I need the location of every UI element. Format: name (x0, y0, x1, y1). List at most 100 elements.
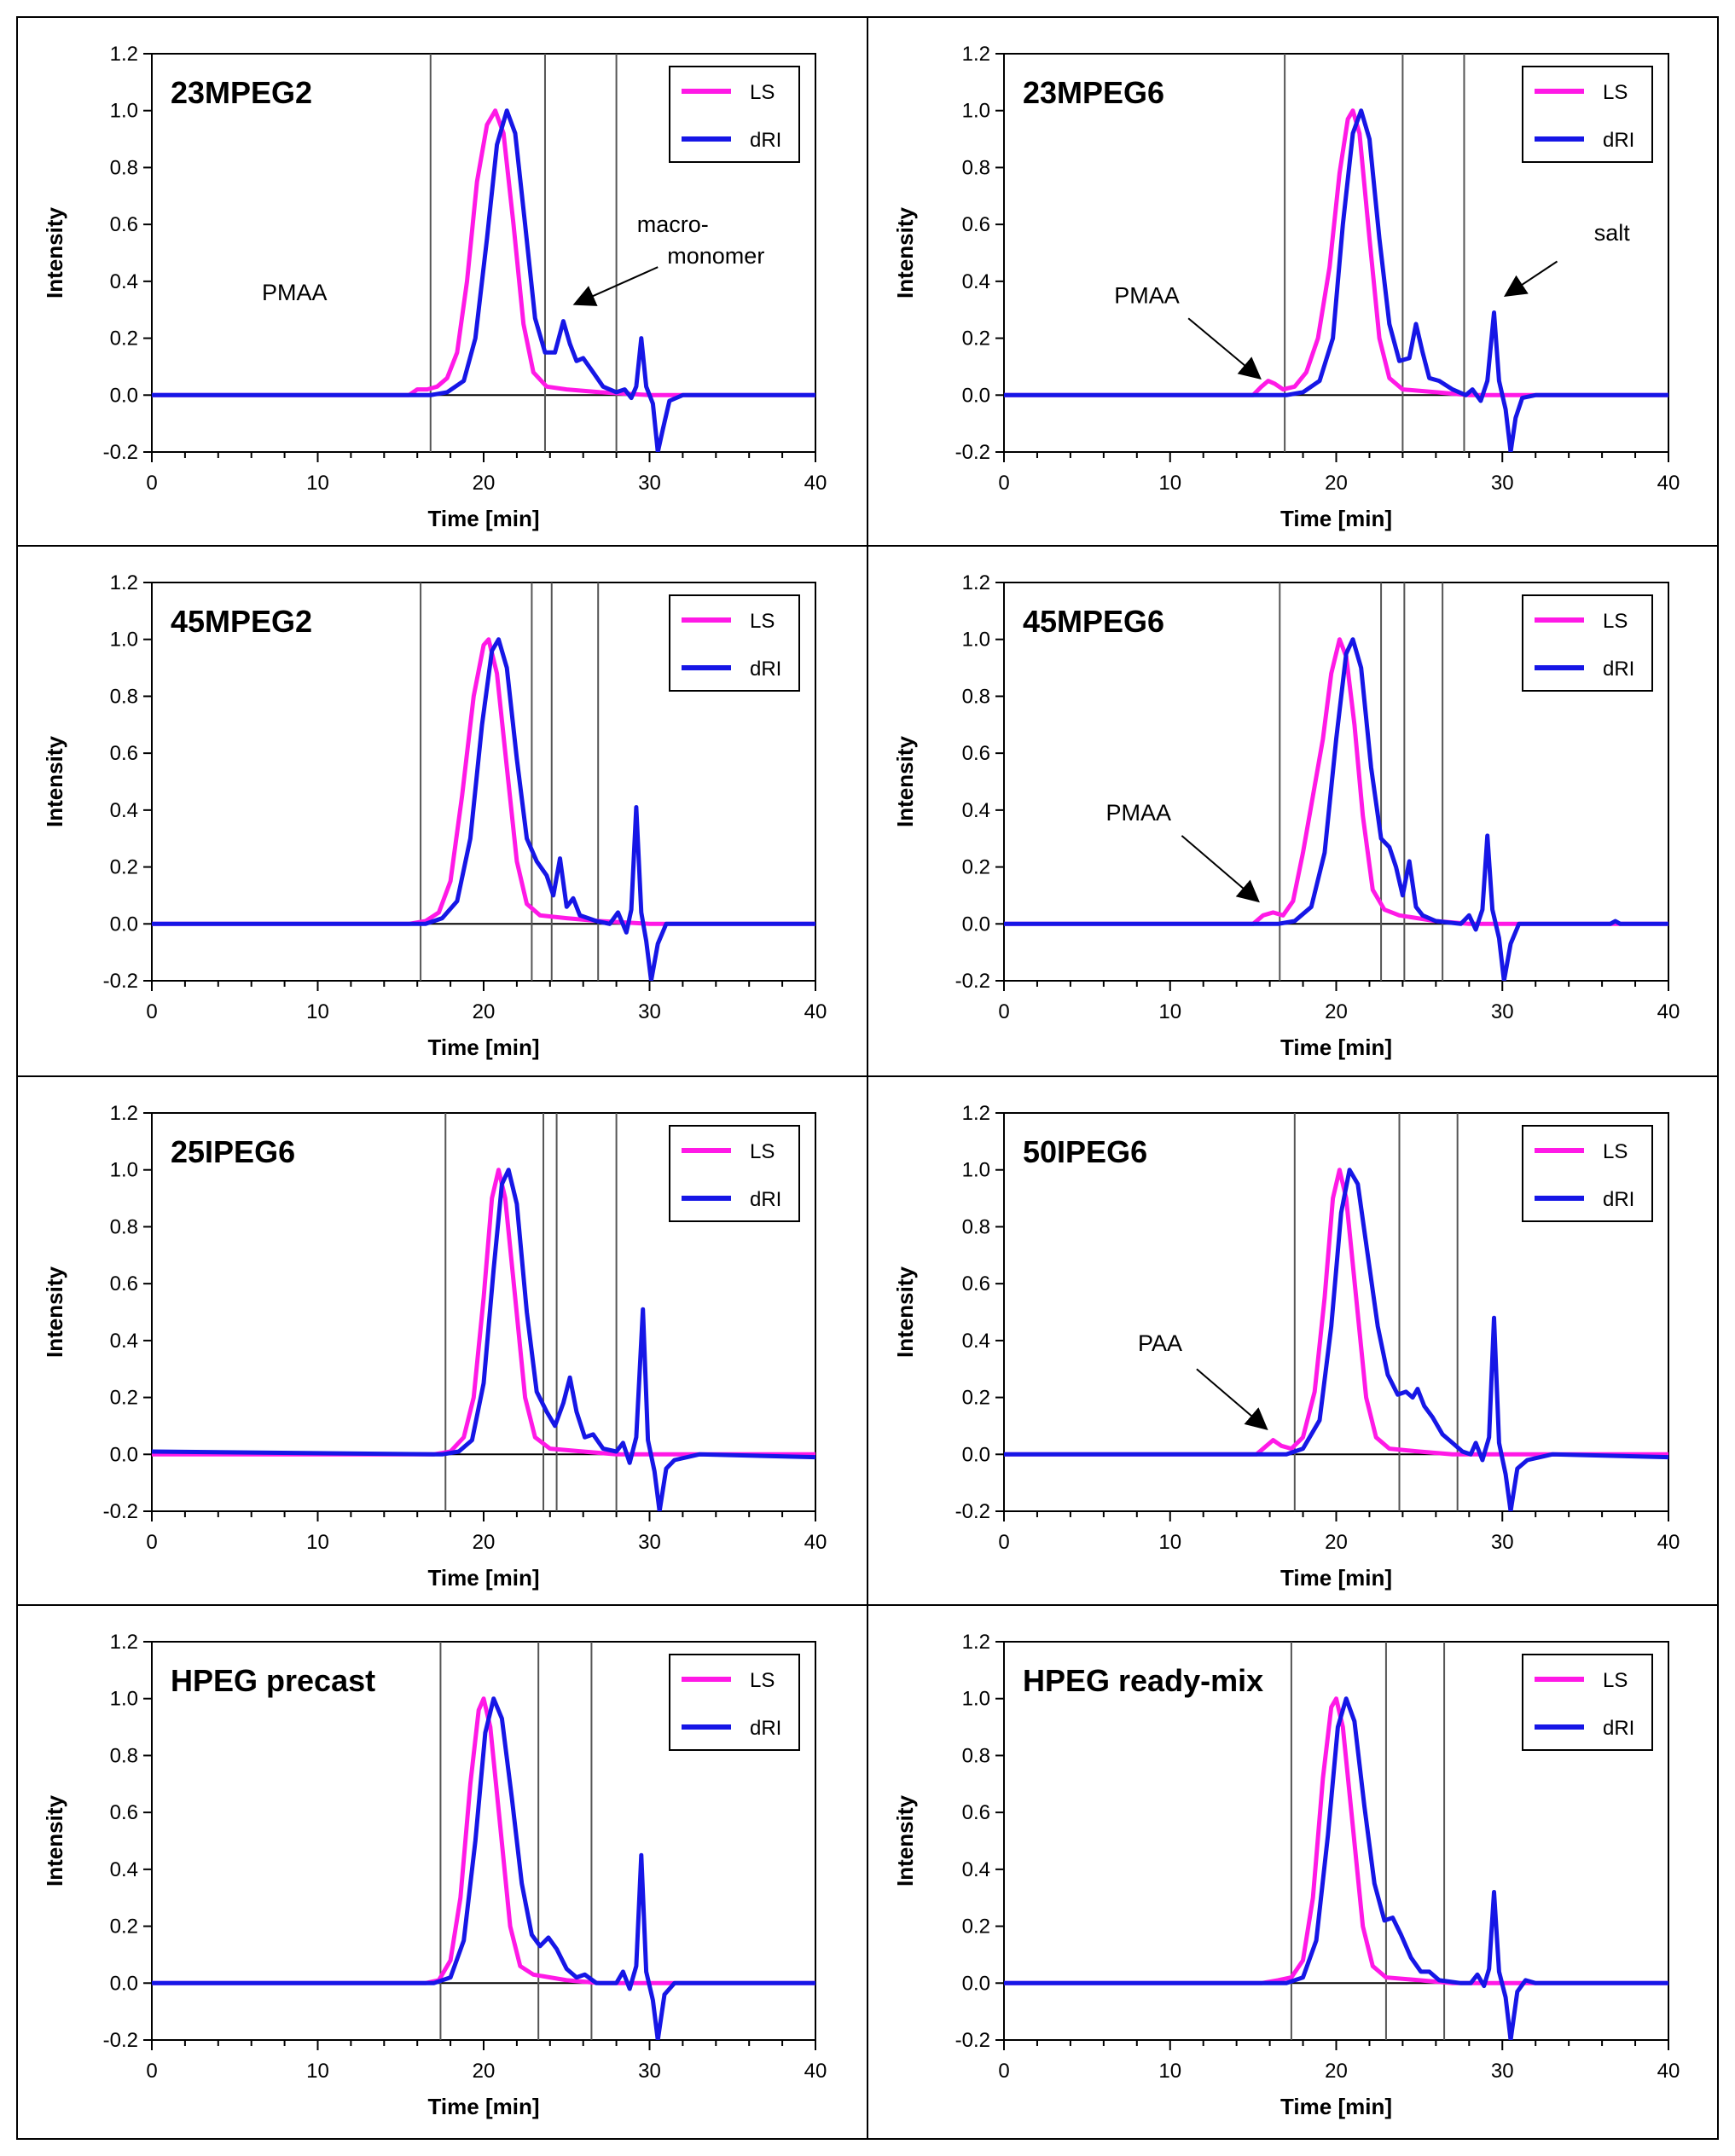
y-tick-label: 1.2 (110, 571, 138, 594)
chart-title: 23MPEG2 (171, 75, 312, 110)
y-axis-label: Intensity (892, 736, 918, 827)
y-tick-label: 1.0 (110, 100, 138, 123)
series-line-dri (1004, 1168, 1668, 1511)
series-line-ls (1004, 637, 1668, 926)
y-axis-label: Intensity (42, 736, 67, 827)
annotation-arrow (1187, 317, 1262, 380)
y-tick-label: -0.2 (955, 1500, 990, 1523)
y-axis-label: Intensity (892, 1266, 918, 1358)
legend-label-dri: dRI (1603, 658, 1634, 681)
x-axis-label: Time [min] (1280, 2094, 1392, 2119)
x-tick-label: 40 (804, 2060, 827, 2083)
y-axis-label: Intensity (892, 207, 918, 298)
x-tick-label: 20 (473, 1531, 496, 1554)
x-axis-label: Time [min] (428, 1035, 540, 1060)
annotation-label: salt (1594, 220, 1631, 246)
x-tick-label: 10 (306, 472, 329, 495)
legend-label-ls: LS (750, 610, 775, 633)
chart-title: 23MPEG6 (1023, 75, 1164, 110)
x-tick-label: 10 (1158, 472, 1181, 495)
y-tick-label: 0.4 (110, 270, 138, 293)
y-tick-label: 0.2 (110, 327, 138, 351)
y-tick-label: 0.0 (962, 1972, 990, 1995)
y-tick-label: 0.4 (110, 799, 138, 822)
y-tick-label: 0.4 (962, 1858, 990, 1881)
series-line-dri (152, 1696, 815, 2040)
legend-label-dri: dRI (750, 658, 781, 681)
x-tick-label: 20 (1325, 1531, 1348, 1554)
chart-panel-4: -0.2 0.0 0.2 0.4 0.6 0.8 1.0 1.2 0 10 20 30 40 Time [… (892, 571, 1680, 1060)
y-axis-label: Intensity (42, 1795, 67, 1886)
y-tick-label: 1.0 (962, 1159, 990, 1182)
legend-label-dri: dRI (750, 129, 781, 152)
y-tick-label: 0.0 (110, 1972, 138, 1995)
y-tick-label: 0.2 (962, 1387, 990, 1410)
x-tick-label: 10 (306, 1000, 329, 1023)
series-line-ls (152, 1696, 815, 1985)
y-tick-label: 0.8 (962, 1744, 990, 1767)
y-tick-label: 0.0 (962, 384, 990, 407)
y-tick-label: 0.6 (110, 1272, 138, 1295)
y-tick-label: 0.0 (962, 1443, 990, 1466)
y-tick-label: 1.2 (962, 43, 990, 66)
chart-panel-8: -0.2 0.0 0.2 0.4 0.6 0.8 1.0 1.2 0 10 20 30 40 Time [… (892, 1631, 1680, 2119)
x-tick-label: 40 (1657, 1531, 1680, 1554)
series-group (1004, 1696, 1668, 2040)
legend-label-dri: dRI (750, 1188, 781, 1211)
series-group (152, 637, 815, 981)
y-tick-label: 1.2 (110, 1102, 138, 1125)
series-line-ls (1004, 1696, 1668, 1985)
x-tick-label: 40 (1657, 1000, 1680, 1023)
y-tick-label: 0.2 (962, 1915, 990, 1939)
x-tick-label: 40 (1657, 472, 1680, 495)
y-tick-label: -0.2 (103, 2029, 138, 2052)
y-axis-label: Intensity (42, 1266, 67, 1358)
series-group (1004, 637, 1668, 981)
series-line-dri (152, 1168, 815, 1511)
y-tick-label: -0.2 (103, 970, 138, 993)
x-tick-label: 20 (1325, 472, 1348, 495)
x-tick-label: 30 (1491, 1531, 1514, 1554)
y-axis-label: Intensity (892, 1795, 918, 1886)
chart-panel-1: -0.2 0.0 0.2 0.4 0.6 0.8 1.0 1.2 0 10 20 30 40 Time [… (42, 43, 827, 531)
x-tick-label: 30 (1491, 472, 1514, 495)
chart-panel-5: -0.2 0.0 0.2 0.4 0.6 0.8 1.0 1.2 0 10 20 30 40 Time [… (42, 1102, 827, 1591)
y-tick-label: 0.0 (110, 1443, 138, 1466)
y-tick-label: 0.8 (962, 156, 990, 179)
x-tick-label: 0 (146, 2060, 157, 2083)
x-tick-label: 10 (1158, 2060, 1181, 2083)
y-tick-label: 1.0 (110, 1159, 138, 1182)
x-axis-label: Time [min] (1280, 1035, 1392, 1060)
legend-label-ls: LS (750, 1669, 775, 1692)
x-tick-label: 30 (638, 472, 661, 495)
y-tick-label: 0.8 (110, 1744, 138, 1767)
legend-label-ls: LS (1603, 1669, 1628, 1692)
x-tick-label: 30 (1491, 1000, 1514, 1023)
legend-box (1522, 594, 1653, 692)
annotation-label: PMAA (262, 280, 328, 305)
x-tick-label: 20 (1325, 1000, 1348, 1023)
x-tick-label: 20 (473, 1000, 496, 1023)
x-tick-label: 0 (146, 1000, 157, 1023)
y-tick-label: 1.0 (110, 1688, 138, 1711)
y-tick-label: -0.2 (955, 970, 990, 993)
y-tick-label: 1.2 (962, 1102, 990, 1125)
series-line-ls (152, 108, 815, 397)
y-tick-label: 0.4 (962, 799, 990, 822)
legend-label-ls: LS (750, 1140, 775, 1163)
annotation-arrow (1503, 260, 1558, 297)
series-group (152, 108, 815, 452)
legend-label-ls: LS (750, 81, 775, 104)
x-tick-label: 40 (1657, 2060, 1680, 2083)
y-tick-label: 1.2 (962, 571, 990, 594)
annotation-label: macro- (637, 212, 709, 237)
y-axis-label: Intensity (42, 207, 67, 298)
x-tick-label: 10 (1158, 1531, 1181, 1554)
series-group (152, 1696, 815, 2040)
series-line-ls (1004, 108, 1668, 397)
legend-box (669, 594, 800, 692)
y-tick-label: 0.6 (962, 1801, 990, 1824)
annotation-label: PMAA (1114, 283, 1180, 309)
y-tick-label: 0.8 (110, 1215, 138, 1238)
y-tick-label: -0.2 (955, 441, 990, 464)
